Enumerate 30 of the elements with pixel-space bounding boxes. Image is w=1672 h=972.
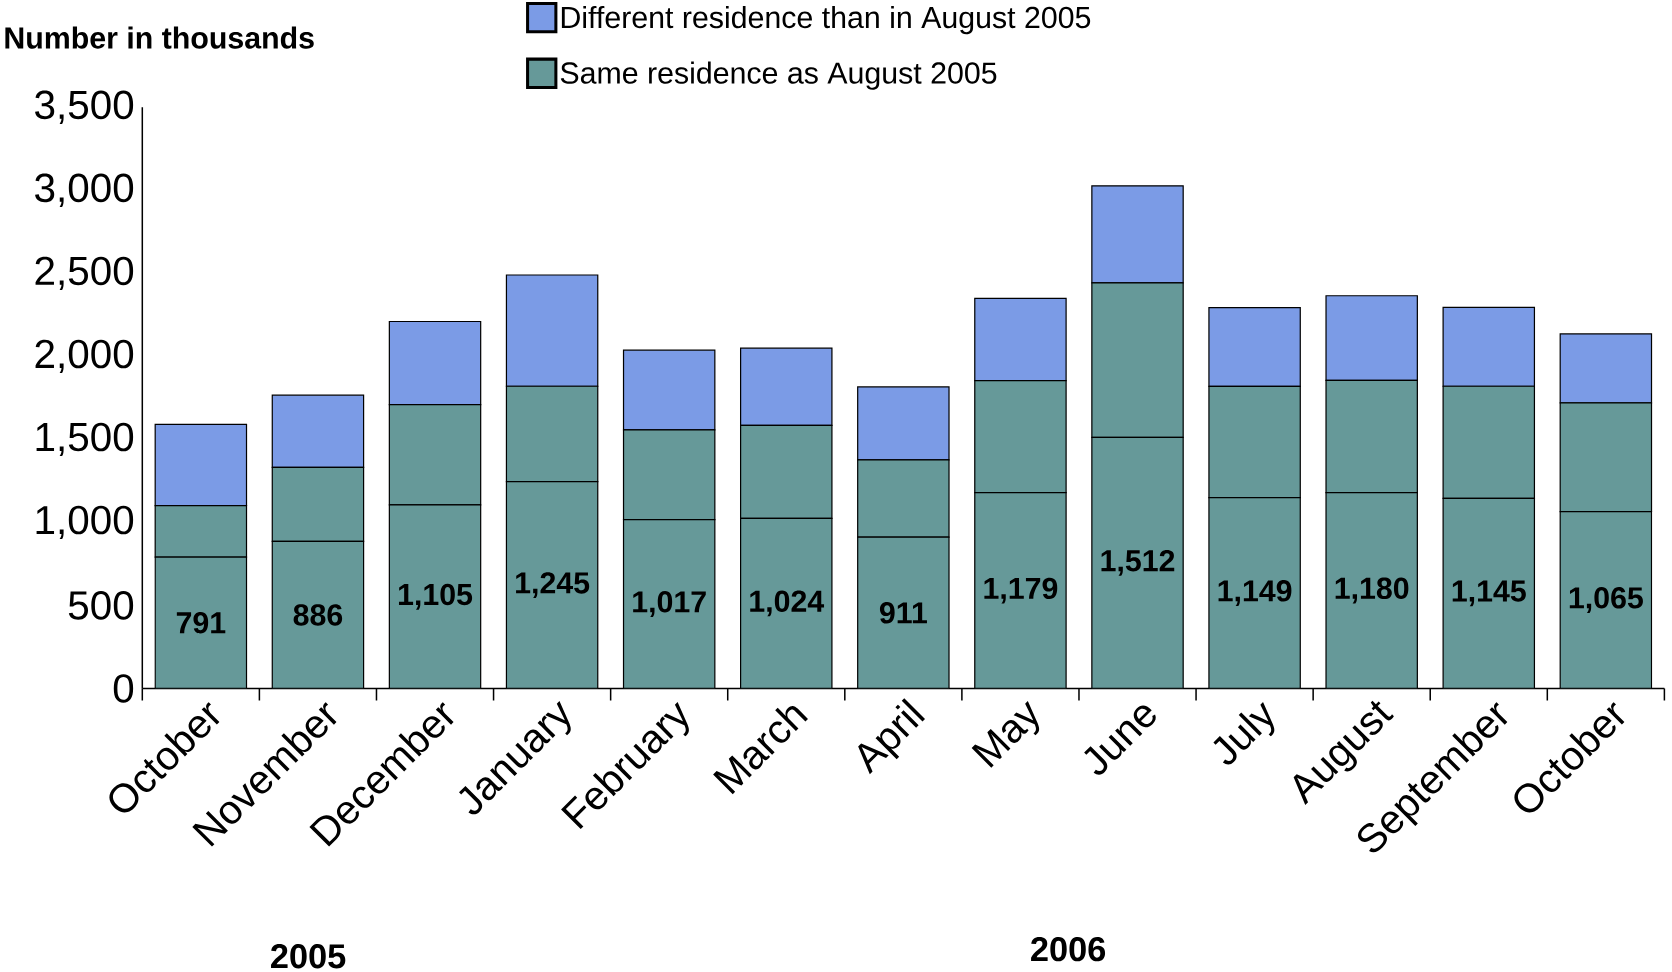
y-axis-title: Number in thousands [5, 26, 314, 49]
legend-label: Same residence as August 2005 [560, 61, 997, 90]
data-label: 1,065 [1569, 587, 1643, 614]
data-label: 1,024 [750, 590, 825, 617]
data-label: 886 [293, 604, 343, 626]
y-tick-label: 500 [68, 591, 134, 620]
data-label: 1,179 [984, 577, 1058, 604]
legend-label: Different residence than in August 2005 [561, 6, 1091, 35]
data-label: 1,017 [633, 591, 706, 618]
bar [154, 556, 248, 689]
y-tick-label: 0 [113, 674, 134, 703]
x-tick-label: July [1213, 702, 1275, 765]
data-label: 1,245 [516, 572, 590, 599]
y-tick-label: 1,500 [36, 422, 134, 457]
data-label: 1,149 [1218, 580, 1292, 607]
y-tick-label: 3,000 [35, 173, 134, 208]
data-label: 791 [176, 612, 226, 634]
data-label: 911 [879, 602, 927, 624]
y-tick-label: 1,000 [36, 505, 134, 540]
data-label: 1,512 [1101, 550, 1175, 576]
bar [388, 504, 482, 689]
text: 2005 [271, 944, 346, 969]
y-tick-label: 2,500 [35, 256, 134, 291]
x-tick-label: May [971, 701, 1040, 768]
data-label: 1,180 [1335, 577, 1409, 604]
data-label: 1,105 [398, 583, 473, 610]
y-tick-label: 2,000 [35, 339, 134, 374]
data-label: 1,145 [1452, 580, 1526, 607]
y-tick-label: 3,500 [35, 90, 134, 125]
text: 2006 [1031, 937, 1106, 962]
